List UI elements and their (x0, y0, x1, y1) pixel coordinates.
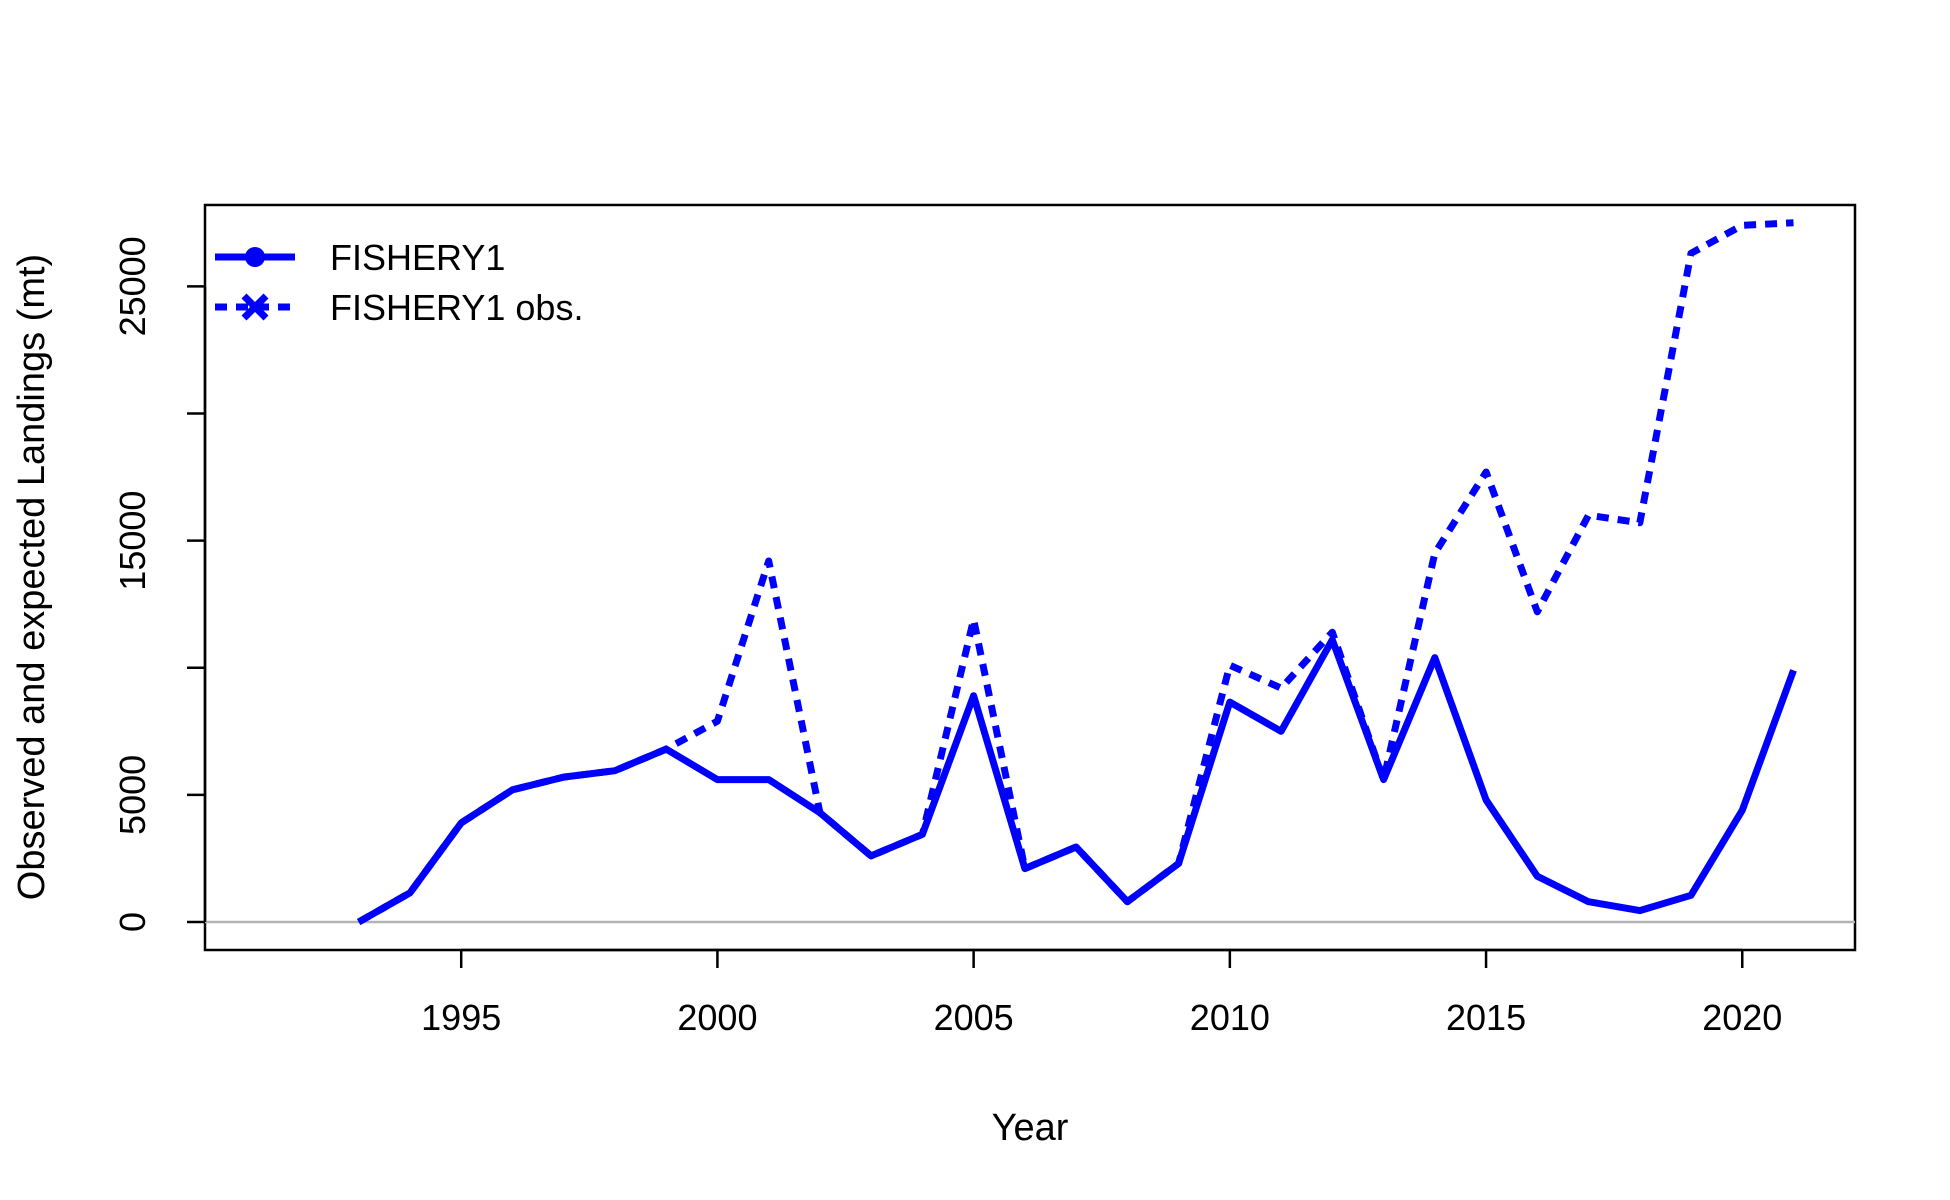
legend: FISHERY1 FISHERY1 obs. (215, 237, 583, 328)
x-tick-label: 1995 (421, 997, 501, 1038)
series-line-fishery1-obs (356, 219, 1794, 926)
y-tick-label: 15000 (112, 491, 153, 591)
y-tick-label: 25000 (112, 236, 153, 336)
y-tick-label: 5000 (112, 755, 153, 835)
x-axis: 1995 2000 2005 2010 2015 2020 (421, 948, 1782, 1038)
y-axis: 0 5000 15000 25000 (112, 236, 207, 932)
legend-marker-x-icon (241, 293, 269, 321)
x-tick-label: 2010 (1190, 997, 1270, 1038)
x-tick-label: 2005 (934, 997, 1014, 1038)
x-axis-title: Year (992, 1107, 1069, 1149)
series-layer (356, 219, 1797, 926)
x-tick-label: 2015 (1446, 997, 1526, 1038)
legend-label-fishery1-obs: FISHERY1 obs. (330, 287, 583, 328)
x-tick-label: 2000 (677, 997, 757, 1038)
y-tick-label: 0 (112, 912, 153, 932)
x-tick-label: 2020 (1702, 997, 1782, 1038)
legend-label-fishery1: FISHERY1 (330, 237, 505, 278)
legend-marker-circle-icon (245, 247, 265, 267)
y-axis-title: Observed and expected Landings (mt) (11, 254, 53, 900)
series-line-fishery1 (356, 636, 1797, 926)
